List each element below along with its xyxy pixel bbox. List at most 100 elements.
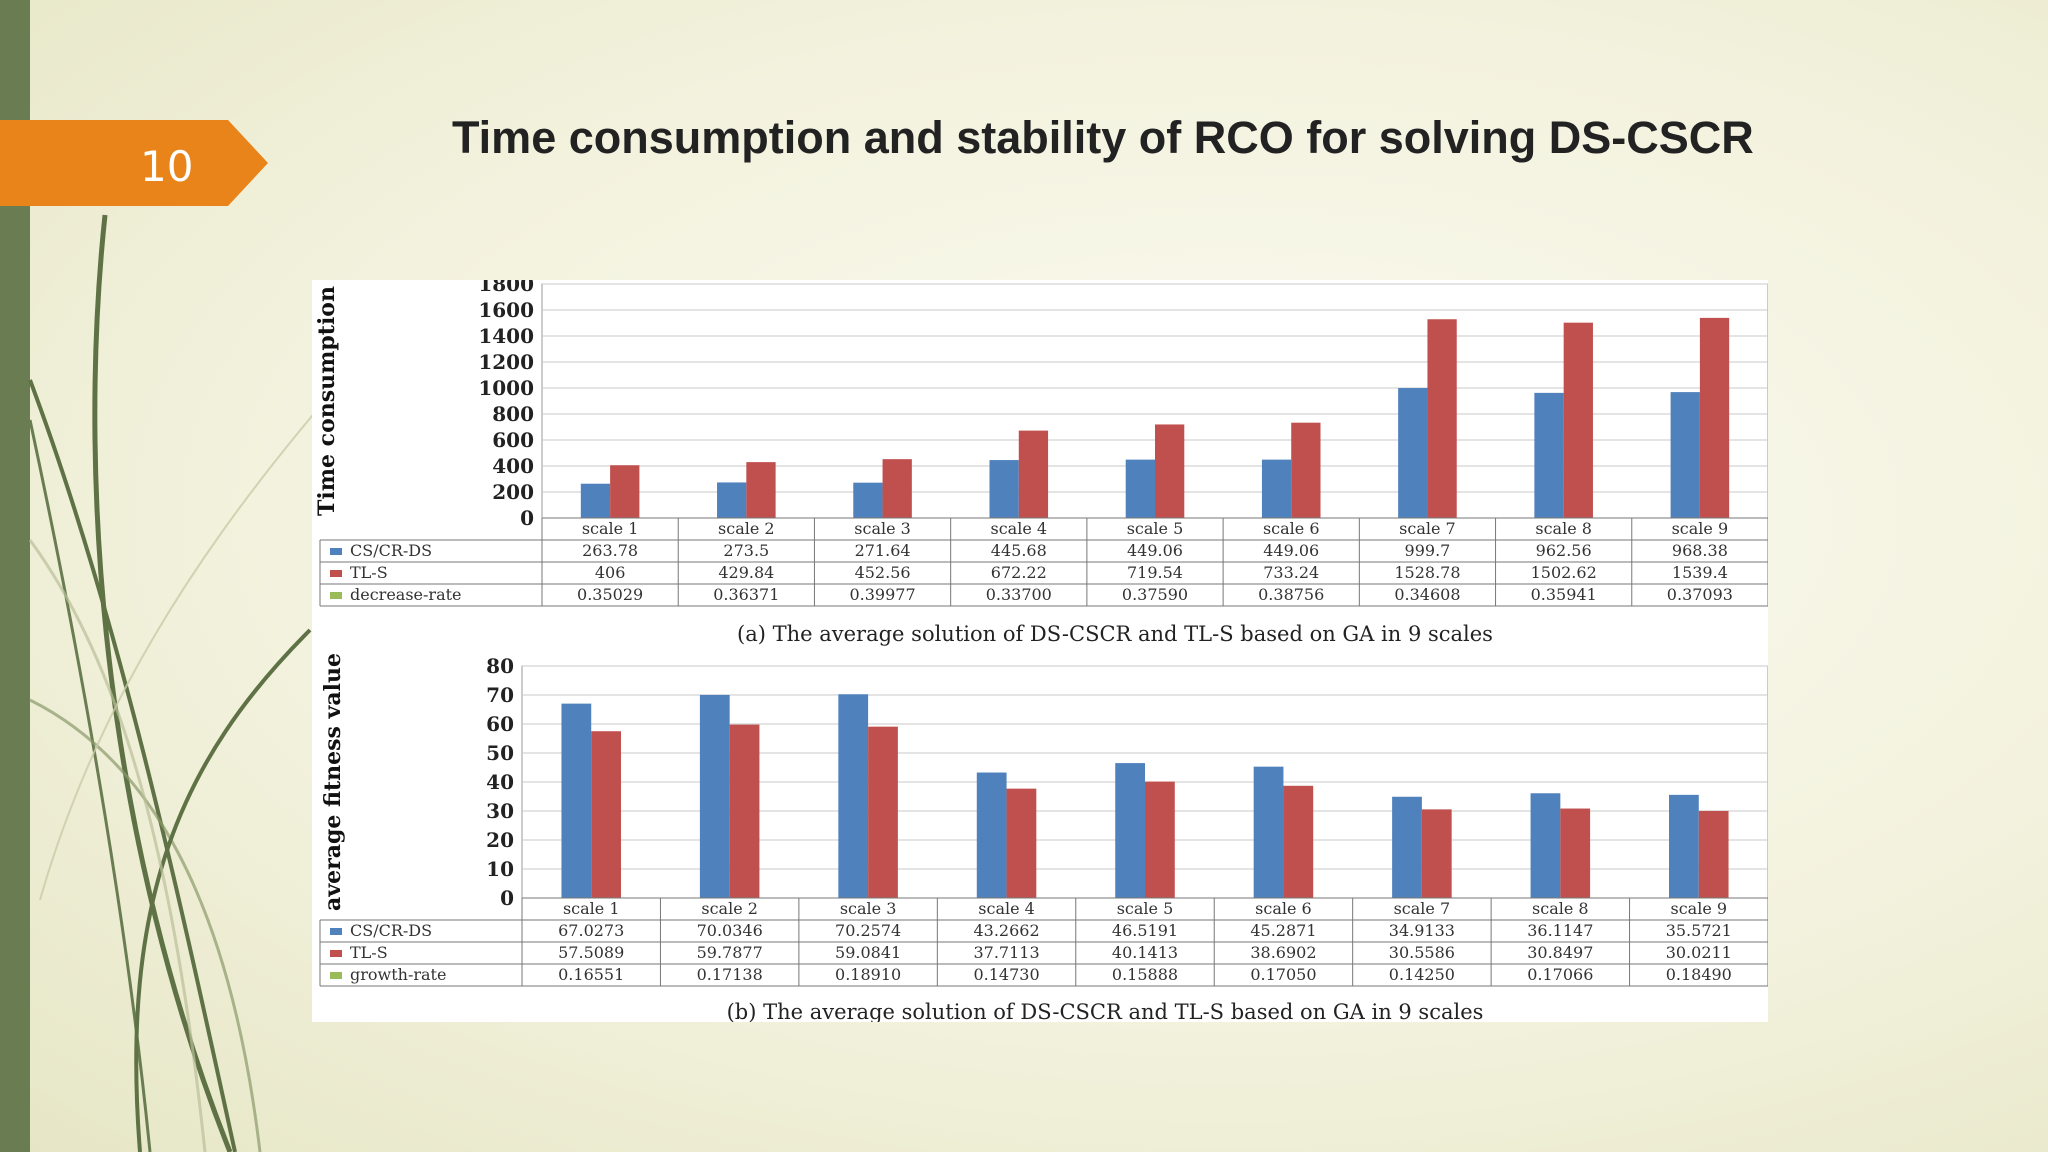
bar-tl-s <box>1145 781 1175 898</box>
bar-cs-cr-ds <box>699 694 730 898</box>
slide-title: Time consumption and stability of RCO fo… <box>452 112 1754 163</box>
legend-swatch <box>330 570 342 577</box>
legend-label: TL-S <box>350 943 388 962</box>
table-cell: 38.6902 <box>1250 943 1316 962</box>
bar-cs-cr-ds <box>1669 794 1699 898</box>
y-tick-label: 80 <box>486 654 514 678</box>
y-tick-label: 0 <box>520 506 534 530</box>
table-cell: 0.39977 <box>849 585 915 604</box>
slide-number-badge: 10 <box>0 120 270 206</box>
bar-cs-cr-ds <box>838 694 869 898</box>
table-cell: 30.8497 <box>1527 943 1593 962</box>
table-cell: 999.7 <box>1405 541 1451 560</box>
bar-cs-cr-ds <box>989 460 1019 518</box>
table-cell: 30.5586 <box>1389 943 1455 962</box>
table-cell: 70.2574 <box>835 921 901 940</box>
bar-cs-cr-ds <box>1392 796 1422 898</box>
bar-cs-cr-ds <box>1125 459 1155 518</box>
table-cell: 672.22 <box>991 563 1047 582</box>
legend-swatch <box>330 592 342 599</box>
table-cell: 0.37590 <box>1122 585 1188 604</box>
bar-tl-s <box>1155 424 1185 518</box>
y-tick-label: 1800 <box>478 280 534 296</box>
table-cell: 263.78 <box>582 541 638 560</box>
y-tick-label: 70 <box>486 683 514 707</box>
table-cell: 962.56 <box>1536 541 1592 560</box>
table-cell: 0.14250 <box>1389 965 1455 984</box>
y-tick-label: 0 <box>500 886 514 910</box>
category-label: scale 6 <box>1263 519 1320 538</box>
bar-tl-s <box>1291 422 1321 518</box>
table-cell: 46.5191 <box>1112 921 1178 940</box>
table-cell: 35.5721 <box>1666 921 1732 940</box>
category-label: scale 9 <box>1672 519 1729 538</box>
category-label: scale 8 <box>1532 899 1589 918</box>
bar-cs-cr-ds <box>1670 392 1700 518</box>
y-tick-label: 1400 <box>478 324 534 348</box>
legend-label: decrease-rate <box>350 585 462 604</box>
table-cell: 733.24 <box>1263 563 1319 582</box>
bar-tl-s <box>1699 317 1730 518</box>
table-cell: 0.18910 <box>835 965 901 984</box>
category-label: scale 9 <box>1670 899 1727 918</box>
category-label: scale 1 <box>563 899 620 918</box>
table-cell: 30.0211 <box>1666 943 1732 962</box>
bar-tl-s <box>868 726 898 898</box>
table-cell: 45.2871 <box>1250 921 1316 940</box>
table-cell: 0.35029 <box>577 585 643 604</box>
table-cell: 0.38756 <box>1258 585 1324 604</box>
bar-tl-s <box>610 465 640 518</box>
table-cell: 59.7877 <box>697 943 763 962</box>
table-cell: 0.17050 <box>1250 965 1316 984</box>
table-cell: 0.18490 <box>1666 965 1732 984</box>
table-cell: 0.35941 <box>1531 585 1597 604</box>
table-cell: 1502.62 <box>1531 563 1597 582</box>
bar-cs-cr-ds <box>853 482 883 518</box>
category-label: scale 8 <box>1535 519 1592 538</box>
legend-label: TL-S <box>350 563 388 582</box>
table-cell: 0.17138 <box>697 965 763 984</box>
table-cell: 0.17066 <box>1527 965 1593 984</box>
chart-figure: 0 200 400 600 800 1000 1200 1400 1600 1800 Time co… <box>312 280 1768 1022</box>
y-tick-label: 1200 <box>478 350 534 374</box>
table-cell: 34.9133 <box>1389 921 1455 940</box>
table-cell: 429.84 <box>718 563 774 582</box>
table-cell: 0.16551 <box>558 965 624 984</box>
table-cell: 59.0841 <box>835 943 901 962</box>
y-axis-title: Time consumption <box>314 286 340 516</box>
bar-cs-cr-ds <box>1253 766 1284 898</box>
bar-cs-cr-ds <box>1530 793 1561 898</box>
bar-tl-s <box>1563 322 1593 518</box>
legend-label: CS/CR-DS <box>350 921 432 940</box>
table-cell: 67.0273 <box>558 921 624 940</box>
bar-cs-cr-ds <box>580 483 611 518</box>
bar-cs-cr-ds <box>561 703 592 898</box>
table-cell: 70.0346 <box>697 921 763 940</box>
category-label: scale 3 <box>840 899 897 918</box>
table-cell: 452.56 <box>855 563 911 582</box>
table-cell: 271.64 <box>855 541 911 560</box>
bar-tl-s <box>1560 808 1591 898</box>
table-cell: 719.54 <box>1127 563 1183 582</box>
table-cell: 0.37093 <box>1667 585 1733 604</box>
y-axis-title: average fitness value <box>320 653 346 911</box>
category-label: scale 2 <box>701 899 758 918</box>
category-label: scale 1 <box>582 519 639 538</box>
y-tick-label: 10 <box>486 857 514 881</box>
category-label: scale 5 <box>1127 519 1184 538</box>
category-label: scale 7 <box>1394 899 1451 918</box>
bar-cs-cr-ds <box>717 482 747 518</box>
y-tick-label: 800 <box>492 402 534 426</box>
bar-tl-s <box>591 731 621 898</box>
table-cell: 406 <box>595 563 626 582</box>
bar-cs-cr-ds <box>1115 763 1145 898</box>
y-tick-label: 400 <box>492 454 534 478</box>
slide-number: 10 <box>140 142 194 191</box>
table-cell: 273.5 <box>723 541 769 560</box>
legend-swatch <box>330 972 342 979</box>
bar-tl-s <box>1283 785 1314 898</box>
y-tick-label: 50 <box>486 741 514 765</box>
bar-tl-s <box>1698 810 1729 898</box>
table-cell: 0.15888 <box>1112 965 1178 984</box>
